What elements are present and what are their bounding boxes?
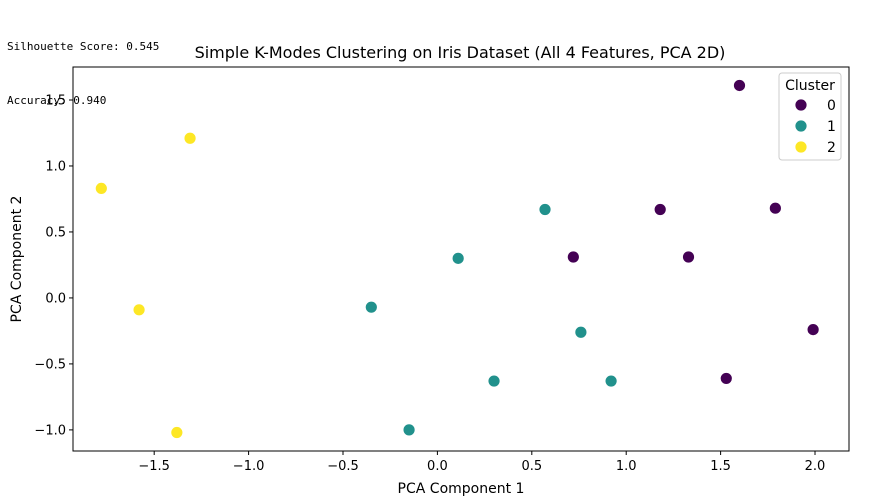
y-tick-label: 1.0 bbox=[45, 159, 66, 174]
data-point-cluster-2 bbox=[183, 131, 197, 145]
y-tick-label: 0.5 bbox=[45, 225, 66, 240]
legend-box bbox=[778, 72, 842, 161]
data-point-cluster-1 bbox=[604, 374, 618, 388]
legend-marker-cluster-2 bbox=[794, 140, 808, 154]
plot-area bbox=[72, 66, 850, 452]
data-point-cluster-1 bbox=[451, 251, 465, 265]
x-tick-label: −0.5 bbox=[327, 459, 359, 474]
y-tick-label: 1.5 bbox=[45, 93, 66, 108]
data-point-cluster-1 bbox=[364, 300, 378, 314]
data-point-cluster-1 bbox=[574, 325, 588, 339]
x-tick-label: 1.0 bbox=[616, 459, 637, 474]
silhouette-score-line: Silhouette Score: 0.545 bbox=[7, 40, 160, 53]
x-tick-label: 1.5 bbox=[710, 459, 731, 474]
x-axis-label: PCA Component 1 bbox=[398, 481, 525, 497]
y-tick-label: −1.0 bbox=[34, 423, 66, 438]
y-axis-ticks: −1.0 −0.5 0.0 0.5 1.0 1.5 bbox=[34, 93, 73, 438]
data-point-cluster-2 bbox=[94, 182, 108, 195]
data-points bbox=[94, 79, 820, 439]
legend-label-cluster-0: 0 bbox=[827, 98, 836, 114]
legend-marker-cluster-0 bbox=[794, 98, 808, 112]
legend-marker-cluster-1 bbox=[794, 119, 808, 133]
data-point-cluster-2 bbox=[170, 426, 184, 439]
data-point-cluster-1 bbox=[402, 423, 416, 437]
data-point-cluster-0 bbox=[768, 201, 782, 215]
x-tick-label: 2.0 bbox=[805, 459, 826, 474]
data-point-cluster-0 bbox=[566, 250, 580, 264]
x-tick-label: −1.0 bbox=[233, 459, 265, 474]
legend-label-cluster-1: 1 bbox=[827, 119, 836, 135]
data-point-cluster-1 bbox=[487, 374, 501, 388]
legend-entries: 0 1 2 bbox=[794, 98, 836, 156]
x-tick-label: −1.5 bbox=[138, 459, 170, 474]
data-point-cluster-0 bbox=[719, 372, 733, 385]
x-tick-label: 0.0 bbox=[427, 459, 448, 474]
legend-label-cluster-2: 2 bbox=[827, 140, 836, 156]
y-tick-label: −0.5 bbox=[34, 357, 66, 372]
y-tick-label: 0.0 bbox=[45, 291, 66, 306]
x-axis-ticks: −1.5 −1.0 −0.5 0.0 0.5 1.0 1.5 2.0 bbox=[138, 451, 825, 474]
x-tick-label: 0.5 bbox=[521, 459, 542, 474]
chart-title: Simple K-Modes Clustering on Iris Datase… bbox=[195, 43, 726, 62]
data-point-cluster-2 bbox=[132, 303, 146, 317]
legend-title: Cluster bbox=[785, 78, 835, 94]
y-axis-label: PCA Component 2 bbox=[9, 196, 25, 323]
accuracy-line: Accuracy: 0.940 bbox=[7, 94, 107, 107]
data-point-cluster-0 bbox=[806, 323, 820, 336]
data-point-cluster-0 bbox=[653, 203, 667, 216]
legend: Cluster 0 1 2 bbox=[778, 72, 842, 161]
console-output: Silhouette Score: 0.545 Accuracy: 0.940 bbox=[7, 2, 159, 128]
data-point-cluster-0 bbox=[733, 79, 746, 92]
data-point-cluster-0 bbox=[682, 250, 695, 264]
data-point-cluster-1 bbox=[538, 203, 552, 216]
